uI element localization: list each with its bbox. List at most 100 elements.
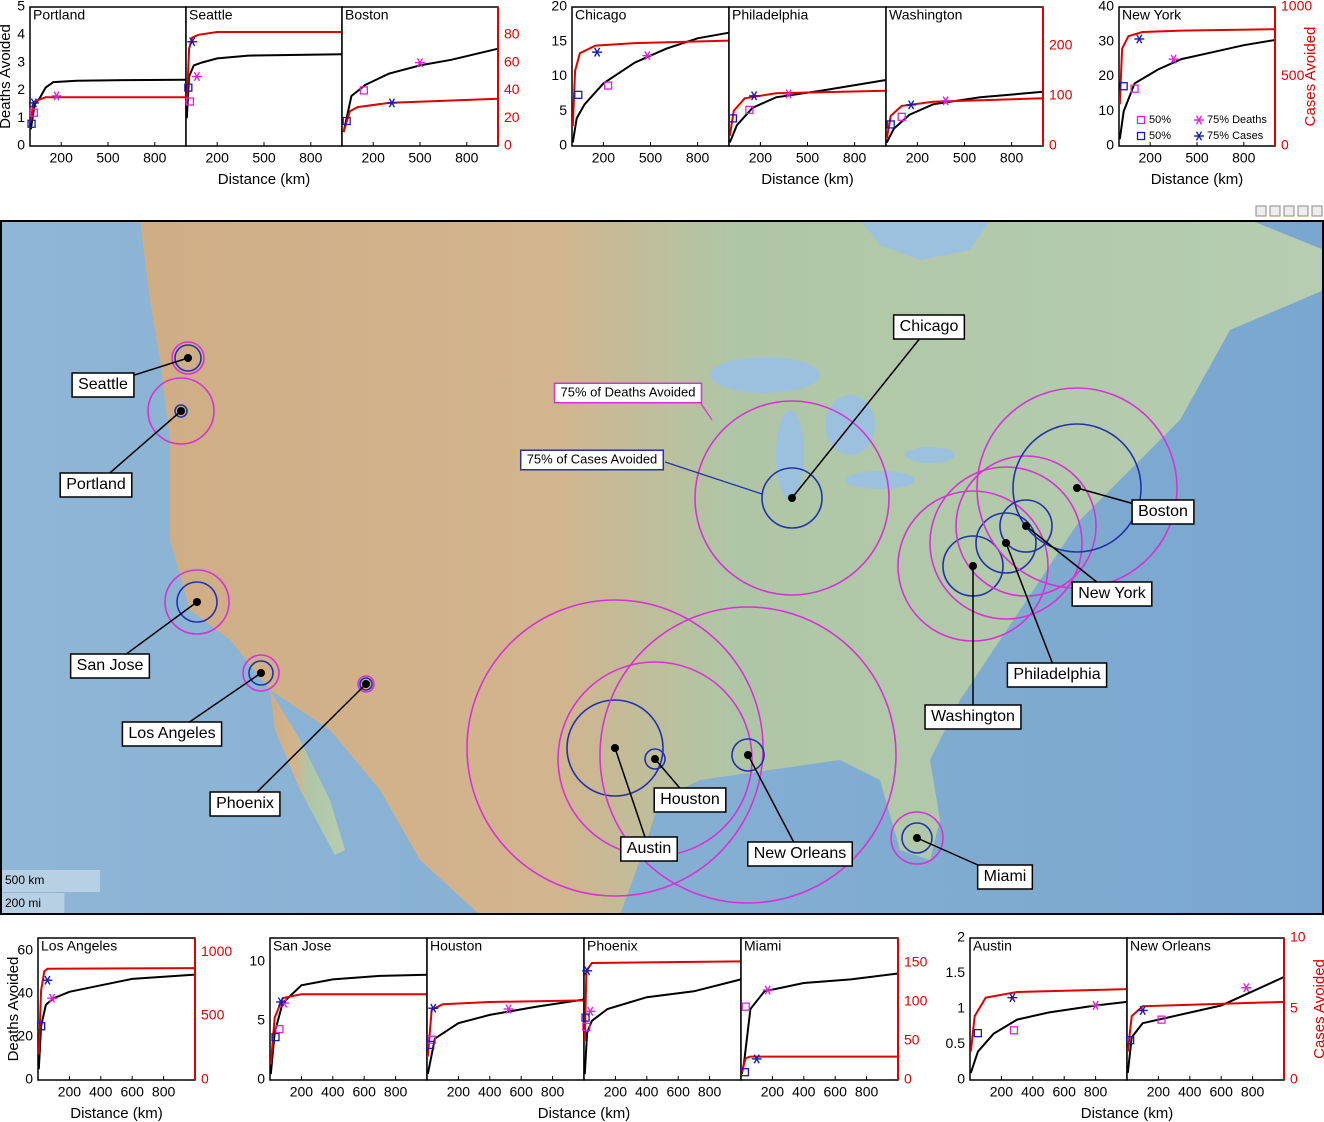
city-label-group: New Orleans	[747, 841, 853, 867]
scale-label: 500 km	[5, 873, 44, 887]
home[interactable]	[1311, 205, 1323, 217]
city-label: Houston	[660, 791, 720, 808]
city-dot	[744, 751, 752, 759]
panel-frame	[269, 937, 428, 1081]
cases-circle	[975, 512, 1037, 574]
y-tick-label: 0	[559, 137, 567, 153]
x-tick-label: 500	[639, 150, 663, 166]
marker-star	[428, 1003, 439, 1013]
marker-square	[886, 120, 895, 129]
panel-title: Chicago	[575, 7, 627, 23]
leader-line	[747, 754, 801, 855]
marker-square	[574, 90, 583, 99]
y-tick-label: 1.5	[946, 964, 966, 980]
marker-stroke	[644, 50, 651, 61]
leader-line	[614, 747, 650, 850]
y-tick-label: 4	[17, 26, 25, 42]
city-label-box	[924, 704, 1022, 730]
x-tick-label: 400	[321, 1084, 345, 1100]
y2-axis-label: Cases Avoided	[1302, 27, 1319, 127]
pan[interactable]	[1297, 205, 1309, 217]
x-axis-label: Distance (km)	[538, 1105, 631, 1122]
city-label-group: Houston	[653, 787, 727, 813]
marker-star	[42, 975, 53, 985]
map-frame	[0, 220, 1324, 915]
marker-star	[386, 98, 397, 108]
marker-star	[47, 993, 58, 1003]
zoom-out[interactable]	[1269, 205, 1281, 217]
zoom-in[interactable]	[1283, 205, 1295, 217]
x-tick-label: 800	[143, 150, 167, 166]
city-label-box	[976, 864, 1034, 890]
city-label-box	[1071, 581, 1153, 607]
land	[140, 221, 1323, 914]
marker-square	[603, 81, 613, 90]
deaths-line	[885, 90, 1044, 143]
deaths-circle	[242, 654, 280, 692]
panel-frame	[185, 6, 343, 147]
hudson-bay	[860, 221, 990, 260]
y2-axis-label: Cases Avoided	[1311, 959, 1324, 1059]
cases-circle	[644, 748, 666, 770]
marker-stroke	[785, 89, 792, 99]
y2-tick-label: 0	[904, 1071, 912, 1087]
y-tick-label: 0.5	[946, 1035, 966, 1051]
y2-tick-label: 500	[201, 1007, 225, 1023]
y-tick-label: 3	[17, 53, 25, 69]
legend-marker	[1136, 131, 1146, 141]
x-tick-label: 200	[58, 1084, 82, 1100]
y2-tick-label: 0	[504, 137, 512, 153]
marker-stroke	[193, 71, 201, 82]
city-label-group: Austin	[620, 836, 678, 862]
city-label: Los Angeles	[128, 725, 215, 742]
deaths-circle	[171, 341, 205, 375]
y-tick-label: 1	[17, 109, 25, 125]
legend-label: 75% Cases	[1207, 130, 1264, 142]
cases-circle	[248, 660, 274, 686]
x-tick-label: 600	[510, 1084, 534, 1100]
deaths-line	[1118, 39, 1276, 140]
map-controls[interactable]	[1255, 205, 1323, 217]
panel-title: Miami	[744, 938, 781, 954]
marker-stroke	[49, 993, 56, 1003]
marker-star	[582, 966, 593, 976]
legend-label: 50%	[1149, 130, 1171, 142]
marker-star	[1090, 1000, 1101, 1011]
panel-frame	[29, 6, 187, 147]
marker-square	[1125, 1036, 1135, 1045]
x-tick-label: 400	[635, 1084, 659, 1100]
panel-title: Seattle	[189, 7, 233, 23]
marker-star	[940, 96, 951, 106]
city-label-group: Seattle	[71, 372, 135, 398]
y2-tick-label: 0	[201, 1071, 209, 1087]
marker-star	[592, 47, 603, 57]
deaths-line	[583, 978, 742, 1075]
panel-frame	[37, 937, 196, 1081]
x-tick-label: 400	[1021, 1084, 1045, 1100]
city-label-group: Miami	[976, 864, 1034, 890]
marker-star	[642, 50, 653, 61]
legend-label: 50%	[1149, 114, 1171, 126]
city-dot	[788, 494, 796, 502]
marker-star	[749, 91, 760, 101]
marker-star	[783, 89, 794, 99]
city-label-group: New York	[1071, 581, 1153, 607]
marker-stroke	[44, 975, 51, 985]
cases-circle	[566, 699, 664, 797]
marker-square	[897, 112, 906, 121]
marker-stroke	[1195, 131, 1203, 141]
panel-title: New Orleans	[1130, 938, 1211, 954]
y-tick-label: 15	[551, 32, 567, 48]
city-label: San Jose	[77, 657, 144, 674]
city-label-box	[892, 314, 966, 340]
cases-line	[37, 967, 196, 1055]
city-label-box	[209, 791, 281, 817]
zoom-tool[interactable]	[1255, 205, 1267, 217]
x-tick-label: 500	[953, 150, 977, 166]
city-label: Miami	[984, 868, 1027, 885]
city-label-box	[747, 841, 853, 867]
annotation: 75% of Cases Avoided	[527, 451, 658, 466]
deaths-circle	[694, 400, 890, 596]
